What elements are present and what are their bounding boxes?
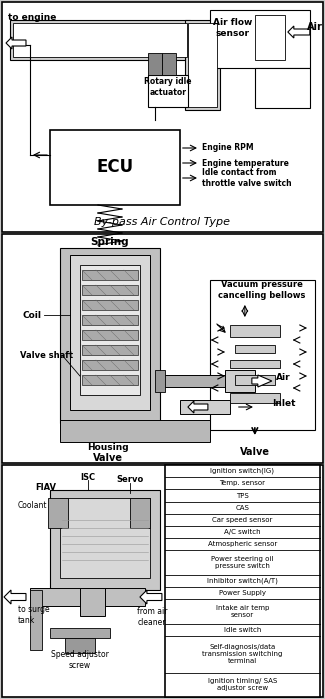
- Polygon shape: [252, 375, 272, 387]
- Polygon shape: [188, 401, 208, 413]
- Polygon shape: [140, 590, 162, 604]
- Bar: [210, 280, 315, 430]
- Text: to surge
tank: to surge tank: [18, 605, 50, 625]
- Bar: [82, 315, 138, 325]
- Text: Rotary idle
actuator: Rotary idle actuator: [144, 78, 192, 96]
- Text: ISC: ISC: [80, 473, 96, 482]
- Text: TPS: TPS: [236, 493, 249, 498]
- Text: ECU: ECU: [97, 158, 134, 176]
- Bar: [235, 375, 275, 385]
- Text: Temp. sensor: Temp. sensor: [219, 480, 265, 487]
- Polygon shape: [288, 26, 310, 38]
- Text: Ignition switch(IG): Ignition switch(IG): [210, 468, 274, 475]
- Text: Servo: Servo: [116, 475, 144, 484]
- Text: FIAV: FIAV: [35, 482, 57, 491]
- Bar: [180, 400, 230, 414]
- Bar: [230, 393, 280, 403]
- Bar: [30, 588, 145, 606]
- Bar: [188, 23, 217, 107]
- Text: Car speed sensor: Car speed sensor: [212, 517, 273, 523]
- Bar: [70, 255, 150, 410]
- Bar: [82, 345, 138, 355]
- Bar: [255, 15, 285, 60]
- Text: from air
cleaner: from air cleaner: [136, 607, 167, 627]
- Bar: [155, 370, 165, 392]
- Bar: [82, 300, 138, 310]
- Bar: [50, 490, 160, 590]
- Text: Inhibitor switch(A/T): Inhibitor switch(A/T): [207, 578, 278, 584]
- Text: Valve: Valve: [240, 447, 270, 457]
- Bar: [50, 628, 110, 638]
- Bar: [30, 590, 42, 650]
- Text: Self-diagnosis/data
transmission switching
terminal: Self-diagnosis/data transmission switchi…: [202, 644, 282, 664]
- Text: Valve shaft: Valve shaft: [20, 350, 73, 359]
- Text: Housing: Housing: [87, 442, 129, 452]
- Text: Power steering oil
pressure switch: Power steering oil pressure switch: [211, 556, 274, 569]
- Text: Valve: Valve: [93, 453, 123, 463]
- Text: Air: Air: [307, 22, 323, 32]
- Bar: [2, 2, 323, 232]
- Text: Atmospheric sensor: Atmospheric sensor: [208, 541, 277, 547]
- Bar: [255, 68, 310, 108]
- Bar: [82, 270, 138, 280]
- Bar: [48, 498, 68, 528]
- Bar: [80, 265, 140, 395]
- Bar: [130, 498, 150, 528]
- Bar: [225, 370, 255, 392]
- Bar: [165, 465, 320, 697]
- Bar: [2, 465, 323, 697]
- Bar: [82, 375, 138, 385]
- Text: to engine: to engine: [8, 13, 56, 22]
- Text: Engine RPM: Engine RPM: [202, 143, 254, 152]
- Text: Coil: Coil: [23, 310, 42, 319]
- Bar: [235, 345, 275, 353]
- Text: Idle switch: Idle switch: [224, 627, 261, 633]
- Text: Engine temperature: Engine temperature: [202, 159, 289, 168]
- Text: Vacuum pressure
cancelling bellows: Vacuum pressure cancelling bellows: [218, 280, 306, 300]
- Bar: [230, 325, 280, 337]
- Bar: [10, 20, 190, 60]
- Bar: [148, 53, 162, 75]
- Text: A/C switch: A/C switch: [224, 529, 261, 535]
- Bar: [162, 53, 176, 75]
- Text: Idle contact from
throttle valve switch: Idle contact from throttle valve switch: [202, 168, 292, 188]
- Bar: [210, 10, 310, 68]
- Bar: [60, 498, 150, 578]
- Bar: [65, 638, 95, 653]
- Bar: [13, 23, 187, 57]
- Text: Spring: Spring: [91, 237, 129, 247]
- Bar: [82, 360, 138, 370]
- Text: Power Supply: Power Supply: [219, 590, 266, 596]
- Bar: [60, 420, 210, 442]
- Text: Ignition timing/ SAS
adjustor screw: Ignition timing/ SAS adjustor screw: [208, 678, 277, 691]
- Text: Coolant: Coolant: [18, 500, 47, 510]
- Bar: [82, 330, 138, 340]
- Text: Speed adjustor
screw: Speed adjustor screw: [51, 650, 109, 670]
- Text: By-pass Air Control Type: By-pass Air Control Type: [94, 217, 230, 227]
- Text: Air: Air: [276, 373, 291, 382]
- Text: Intake air temp
sensor: Intake air temp sensor: [216, 605, 269, 618]
- Bar: [80, 588, 105, 616]
- Text: Air flow
sensor: Air flow sensor: [213, 18, 253, 38]
- Bar: [50, 130, 180, 205]
- Polygon shape: [4, 590, 26, 604]
- Bar: [82, 285, 138, 295]
- Text: Inlet: Inlet: [272, 400, 295, 408]
- Text: CAS: CAS: [235, 505, 249, 511]
- Bar: [230, 360, 280, 368]
- Polygon shape: [6, 37, 26, 49]
- Bar: [60, 248, 160, 423]
- Bar: [2, 234, 323, 463]
- Bar: [160, 375, 230, 387]
- Bar: [148, 75, 188, 107]
- Bar: [185, 20, 220, 110]
